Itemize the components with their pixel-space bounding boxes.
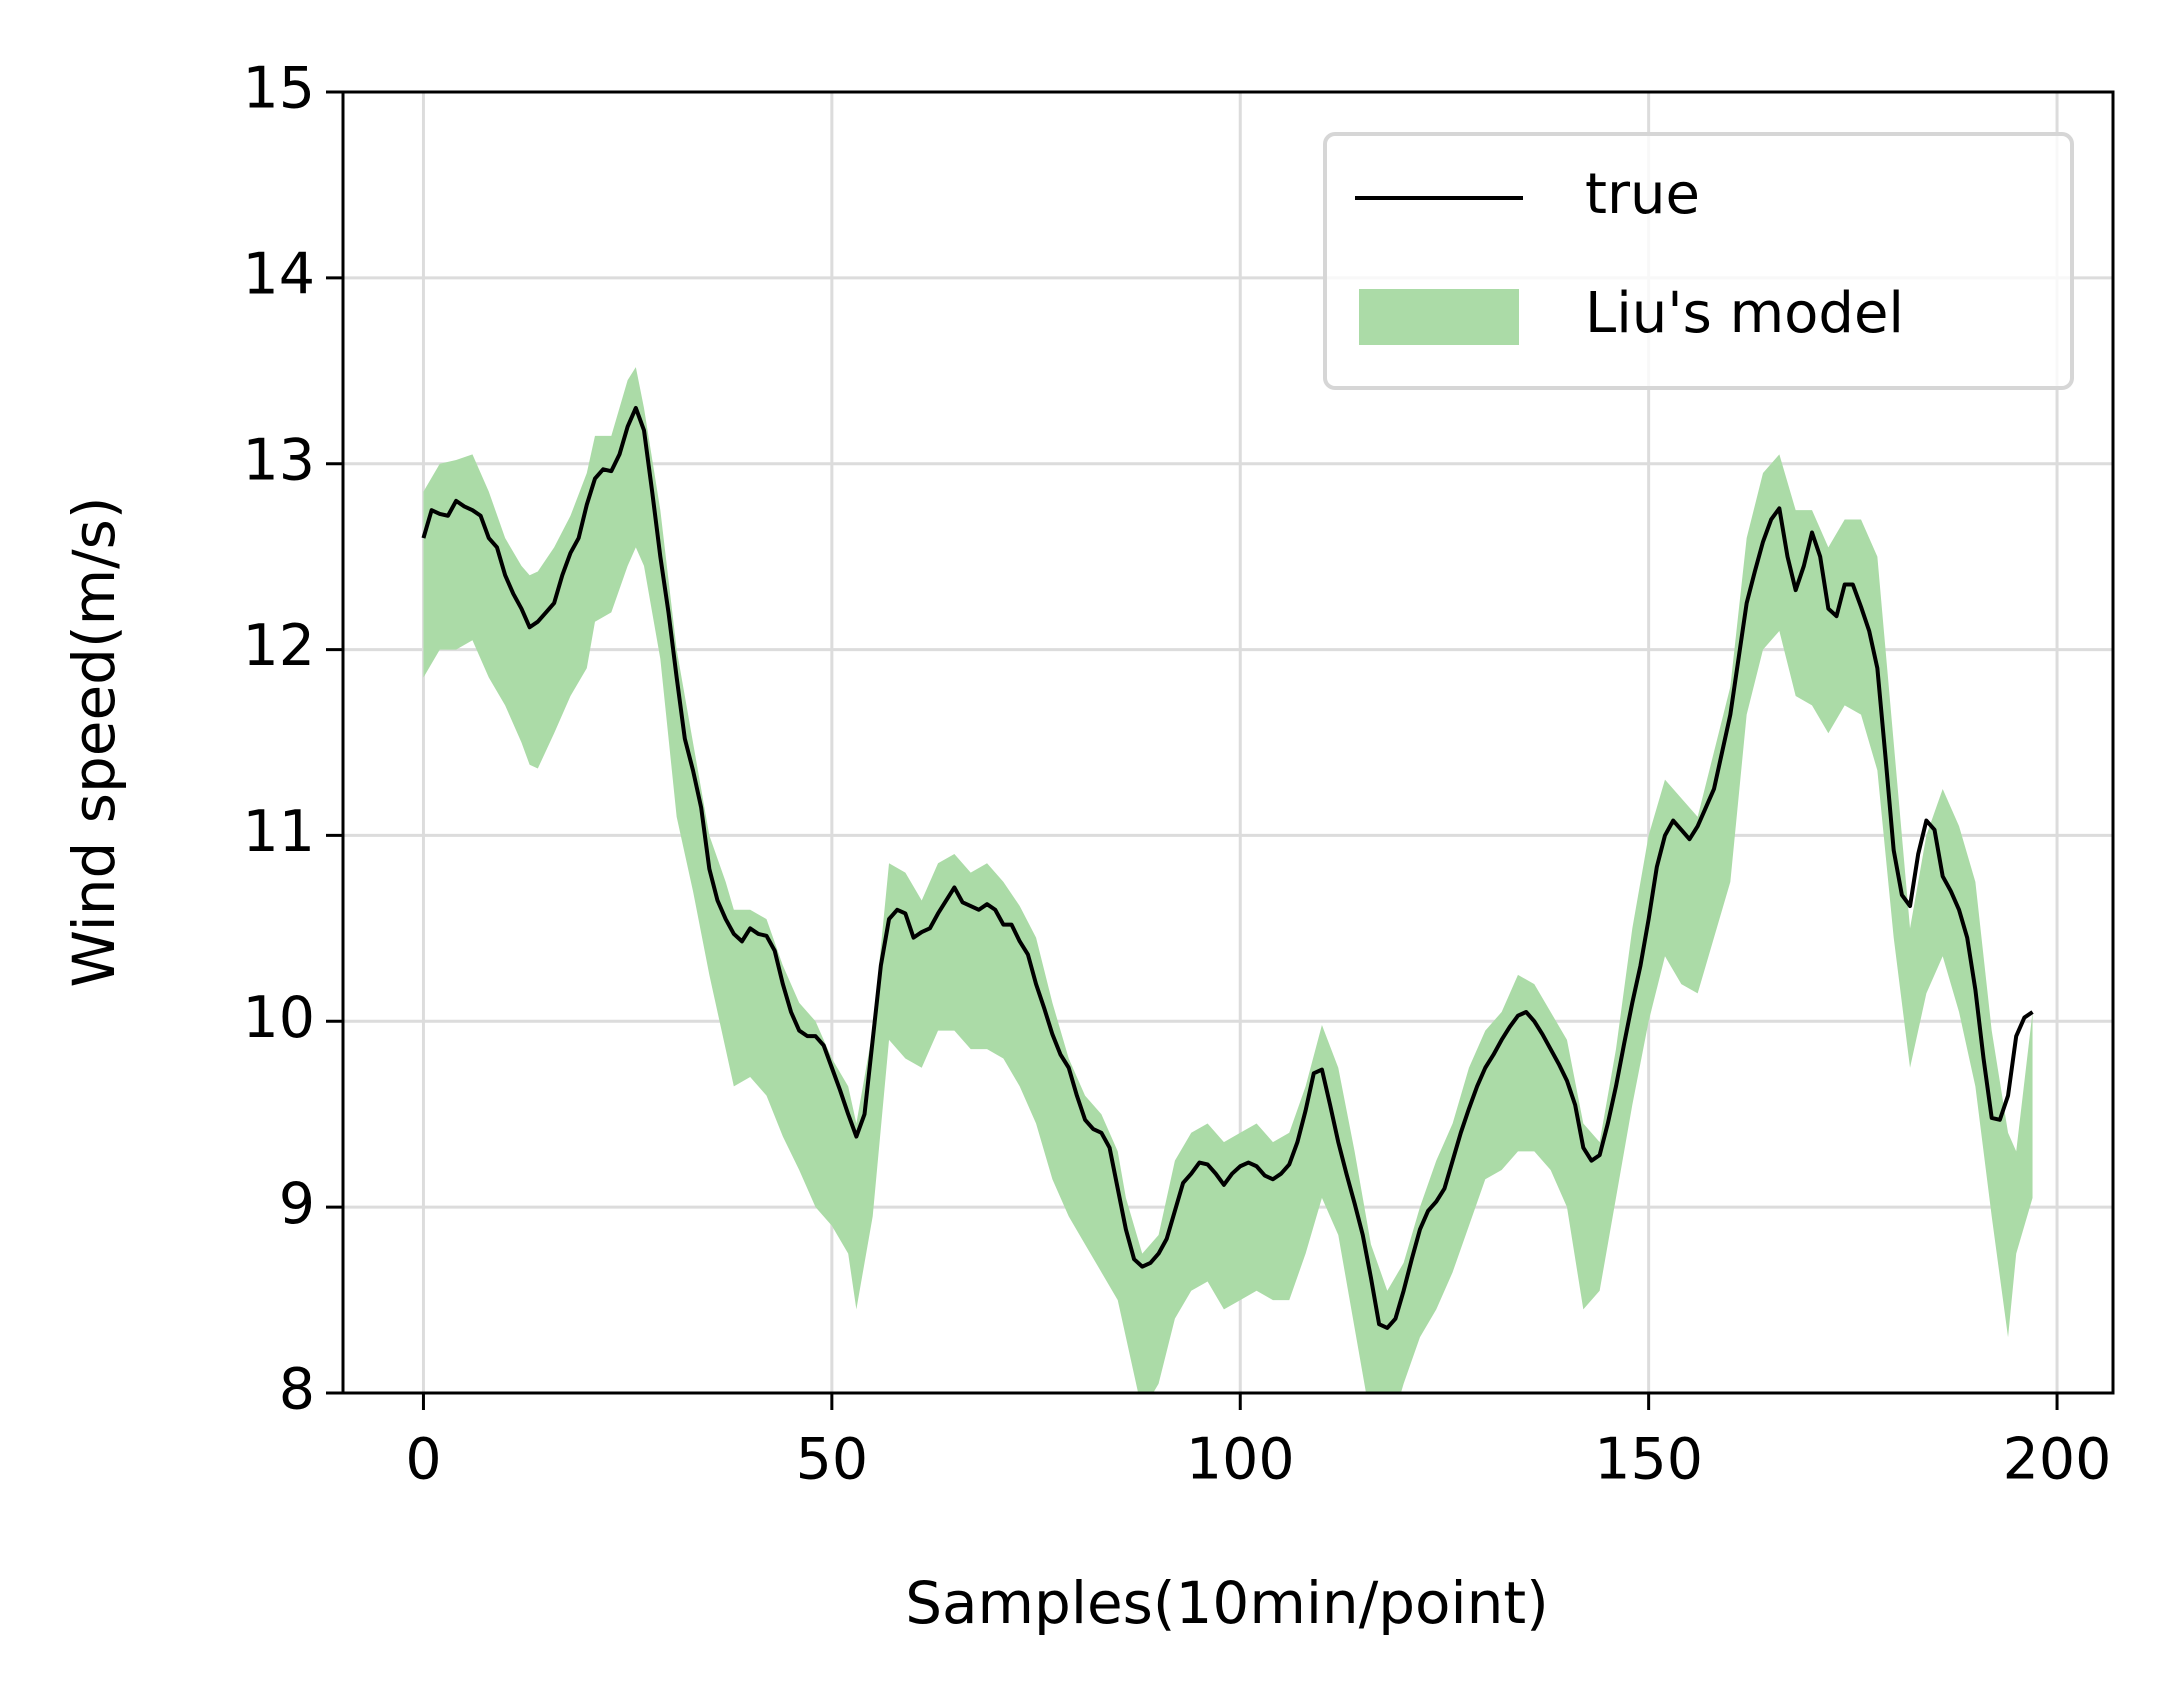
x-tick-label: 50	[796, 1427, 869, 1493]
y-tick-label: 11	[242, 799, 315, 865]
legend-swatch	[1359, 289, 1519, 345]
y-tick-label: 15	[242, 56, 315, 122]
axes-frame	[341, 90, 2115, 1395]
y-tick-label: 14	[242, 241, 315, 307]
legend-label: Liu's model	[1585, 281, 1904, 346]
y-tick-label: 12	[242, 613, 315, 679]
line	[421, 405, 2034, 1330]
x-tick-label: 0	[405, 1427, 441, 1493]
y-tick-label: 8	[279, 1357, 315, 1423]
plot-area	[421, 367, 2034, 1393]
legend: true Liu's model	[1323, 132, 2074, 390]
x-tick-label: 200	[2003, 1427, 2112, 1493]
y-tick-label: 13	[242, 427, 315, 493]
x-tick-label: 100	[1186, 1427, 1295, 1493]
y-tick-label: 10	[242, 985, 315, 1051]
legend-label: true	[1585, 162, 1700, 227]
band	[423, 367, 2033, 1393]
y-axis-label: Wind speed(m/s)	[60, 497, 128, 988]
x-tick-label: 150	[1594, 1427, 1703, 1493]
ticks: 0 50 100 150 200 8 9 10 11 12 13 14 15	[242, 56, 2111, 1493]
y-tick-label: 9	[279, 1171, 315, 1237]
x-axis-label: Samples(10min/point)	[905, 1569, 1549, 1637]
